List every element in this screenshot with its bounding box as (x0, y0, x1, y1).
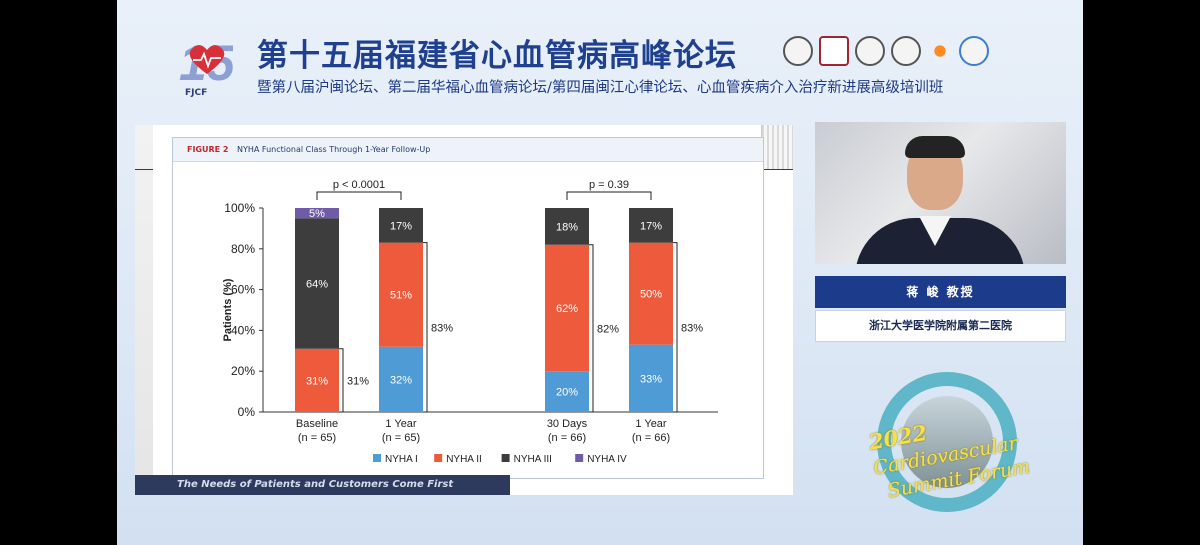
bar-segment-label: 31% (306, 375, 328, 387)
legend-swatch (501, 454, 510, 462)
x-category-label: 1 Year (385, 418, 417, 430)
partner-logo-3 (855, 36, 885, 66)
figure-header: FIGURE 2 NYHA Functional Class Through 1… (173, 138, 763, 162)
bar-segment-label: 32% (390, 374, 412, 386)
bar-segment-nyha-ii (545, 244, 589, 372)
speaker-institution: 浙江大学医学院附属第二医院 (815, 310, 1066, 342)
bar-segment-nyha-iii (545, 208, 589, 245)
bar-segment-nyha-i (545, 371, 589, 412)
comparison-label: p < 0.0001 (333, 179, 385, 191)
bracket-line (589, 244, 594, 413)
speaker-video (815, 122, 1066, 264)
bar-segment-label: 18% (556, 221, 578, 233)
y-axis-label: Patients (%) (222, 278, 234, 341)
partner-logo-6 (959, 36, 989, 66)
bar-segment-nyha-iii (295, 218, 339, 349)
partner-logo-1 (783, 36, 813, 66)
bar-segment-nyha-iii (629, 208, 673, 243)
y-tick-label: 100% (224, 201, 255, 215)
comparison-bracket (566, 191, 652, 200)
slide-footer: The Needs of Patients and Customers Come… (135, 475, 510, 495)
bracket-line (339, 348, 344, 413)
x-category-label: Baseline (296, 418, 338, 430)
legend-label: NYHA III (514, 454, 552, 465)
figure-title: NYHA Functional Class Through 1-Year Fol… (237, 145, 431, 154)
conference-title: 第十五届福建省心血管病高峰论坛 (257, 38, 737, 74)
bar-segment-nyha-ii (379, 242, 423, 347)
logo-caption: FJCF (185, 88, 208, 98)
legend-swatch (434, 454, 443, 462)
y-tick-label: 60% (231, 283, 255, 297)
partner-logos (783, 36, 1053, 66)
bar-segment-nyha-iii (379, 208, 423, 243)
comparison-label: p = 0.39 (589, 179, 629, 191)
bracket-label: 83% (681, 322, 703, 334)
fjcf-logo: 15 (177, 30, 236, 92)
legend-label: NYHA I (385, 454, 418, 465)
bar-segment-nyha-ii (629, 242, 673, 345)
bracket-label: 82% (597, 323, 619, 335)
nyha-stacked-bar-chart: 0% 20% 40% 60% 80% 100% Patients (%) 31% 64% 5% 31… (222, 179, 718, 465)
slide-left-strip (135, 125, 153, 495)
x-category-sublabel: (n = 65) (382, 432, 420, 444)
bracket-label: 31% (347, 375, 369, 387)
x-category-sublabel: (n = 66) (548, 432, 586, 444)
figure-tag: FIGURE 2 (187, 145, 229, 154)
slide-divider-left (135, 169, 153, 170)
legend-label: NYHA IV (587, 454, 627, 465)
bar-segment-nyha-i (629, 344, 673, 412)
conference-stage: 15 FJCF 第十五届福建省心血管病高峰论坛 暨第八届沪闽论坛、第二届华福心血… (117, 0, 1083, 545)
bar-segment-label: 64% (306, 278, 328, 290)
bracket-label: 83% (431, 322, 453, 334)
speaker-name: 蒋 峻 教授 (815, 276, 1066, 308)
bar-segment-label: 20% (556, 387, 578, 399)
y-tick-label: 0% (238, 405, 256, 419)
y-tick-label: 80% (231, 242, 255, 256)
bar-segment-nyha-iv (295, 208, 339, 219)
x-category-sublabel: (n = 66) (632, 432, 670, 444)
conference-subtitle: 暨第八届沪闽论坛、第二届华福心血管病论坛/第四届闽江心律论坛、心血管疾病介入治疗… (257, 80, 944, 96)
presentation-slide: FIGURE 2 NYHA Functional Class Through 1… (135, 125, 793, 495)
slide-ornament (761, 125, 793, 169)
bar-segment-label: 51% (390, 290, 412, 302)
y-tick-label: 40% (231, 323, 255, 337)
forum-emblem-photo (901, 396, 993, 488)
legend-swatch (575, 454, 584, 462)
partner-logo-5 (927, 38, 953, 64)
figure-frame: FIGURE 2 NYHA Functional Class Through 1… (172, 137, 764, 479)
bar-segment-nyha-i (379, 346, 423, 412)
bar-segment-label: 17% (390, 220, 412, 232)
bracket-line (423, 242, 428, 413)
x-category-label: 30 Days (547, 418, 588, 430)
bar-segment-label: 50% (640, 289, 662, 301)
x-category-label: 1 Year (635, 418, 667, 430)
speaker-hair (905, 136, 965, 158)
legend-swatch (373, 454, 381, 462)
y-tick-label: 20% (231, 364, 255, 378)
legend-label: NYHA II (446, 454, 482, 465)
bar-segment-label: 5% (309, 208, 325, 220)
bracket-line (673, 242, 678, 413)
bar-segment-label: 33% (640, 373, 662, 385)
slide-divider-right (763, 169, 793, 170)
partner-logo-2 (819, 36, 849, 66)
comparison-bracket (316, 191, 402, 200)
bar-segment-nyha-ii (295, 348, 339, 412)
bar-segment-label: 17% (640, 220, 662, 232)
bar-segment-label: 62% (556, 303, 578, 315)
x-category-sublabel: (n = 65) (298, 432, 336, 444)
partner-logo-4 (891, 36, 921, 66)
